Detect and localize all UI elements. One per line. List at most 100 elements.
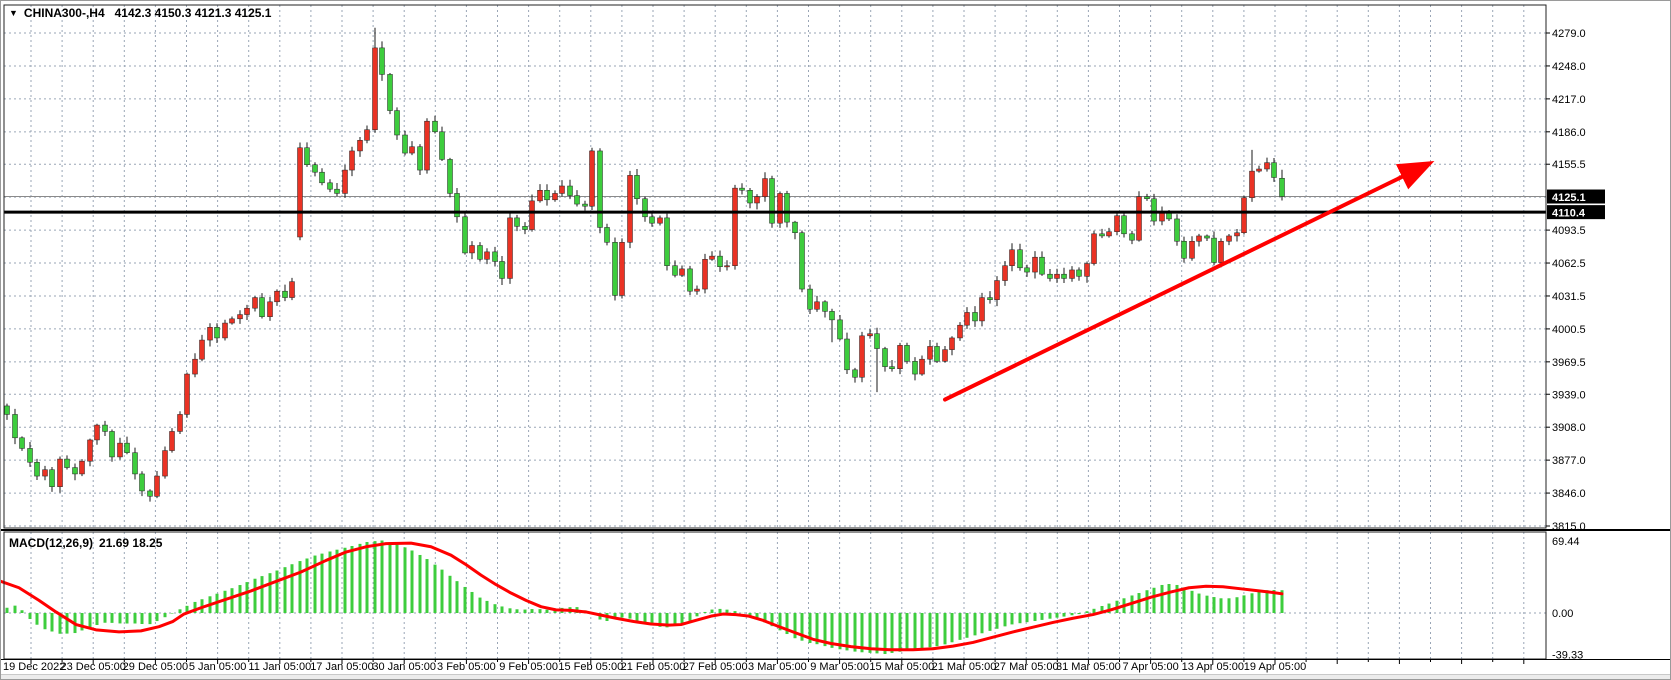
bull-candle (342, 169, 348, 194)
bear-candle (417, 146, 423, 171)
bear-candle (642, 198, 648, 218)
price-axis-label: 4248.0 (1552, 61, 1586, 73)
time-axis-label: 29 Dec 05:00 (123, 661, 188, 673)
bear-candle (544, 190, 550, 201)
bull-candle (964, 312, 970, 326)
bear-candle (1024, 267, 1030, 273)
bear-candle (882, 348, 888, 367)
bull-candle (469, 245, 475, 254)
bear-candle (124, 442, 130, 453)
bull-candle (1054, 273, 1060, 279)
time-axis-label: 30 Jan 05:00 (372, 661, 436, 673)
bull-candle (762, 178, 768, 197)
time-axis-label: 23 Dec 05:00 (60, 661, 125, 673)
bear-candle (109, 431, 115, 458)
bear-candle (12, 414, 18, 439)
time-axis-label: 27 Mar 05:00 (994, 661, 1059, 673)
bull-candle (679, 268, 685, 276)
bear-candle (282, 290, 288, 298)
bear-candle (987, 297, 993, 300)
price-axis-label: 3908.0 (1552, 422, 1586, 434)
macd-histogram (5, 540, 1284, 654)
bull-candle (1009, 249, 1015, 266)
bull-candle (357, 140, 363, 152)
bear-candle (972, 312, 978, 322)
price-axis: 4279.0 4248.0 4217.0 4186.0 4155.5 4093.5 4062… (1546, 28, 1605, 533)
price-badge-text: 4125.1 (1552, 192, 1586, 204)
bear-candle (402, 134, 408, 154)
price-badge-text: 4110.4 (1552, 208, 1586, 220)
bull-candle (409, 146, 415, 154)
time-axis-label: 19 Dec 2022 (3, 661, 65, 673)
bear-candle (312, 164, 318, 173)
price-badge (1547, 189, 1605, 204)
price-axis-label: 3877.0 (1552, 455, 1586, 467)
time-axis-label: 15 Feb 05:00 (558, 661, 623, 673)
bear-candle (574, 195, 580, 205)
bear-candle (304, 147, 310, 165)
bull-candle (694, 288, 700, 292)
bull-candle (919, 358, 925, 375)
bear-candle (784, 193, 790, 223)
bear-candle (844, 338, 850, 371)
bull-candle (859, 335, 865, 378)
price-axis-label: 4062.5 (1552, 258, 1586, 270)
macd-indicator-label: MACD(12,26,9) 21.69 18.25 (9, 536, 162, 550)
bear-candle (717, 255, 723, 267)
time-axis-label: 27 Feb 05:00 (683, 661, 748, 673)
bear-candle (1129, 233, 1135, 241)
bull-candle (1218, 241, 1224, 263)
bear-candle (139, 473, 145, 492)
bear-candle (1047, 273, 1053, 279)
bull-candle (942, 349, 948, 362)
price-axis-label: 3939.0 (1552, 389, 1586, 401)
bull-candle (79, 460, 85, 475)
symbol-timeframe-label: CHINA300-,H4 (23, 6, 105, 20)
bull-candle (529, 200, 535, 230)
bull-candle (867, 333, 873, 337)
price-axis-label: 3846.0 (1552, 488, 1586, 500)
bull-candle (274, 290, 280, 303)
bear-candle (327, 182, 333, 190)
macd-axis: 69.44 0.00 -39.33 (1552, 536, 1583, 661)
bull-candle (1002, 265, 1008, 281)
price-axis-label: 4279.0 (1552, 28, 1586, 40)
symbol-dropdown-icon[interactable]: ▼ (9, 8, 18, 18)
bull-candle (117, 442, 123, 458)
bear-candle (582, 203, 588, 207)
bear-candle (49, 469, 55, 487)
bear-candle (34, 462, 40, 477)
price-badge (1547, 205, 1605, 220)
bear-candle (1151, 198, 1157, 222)
time-axis-label: 21 Mar 05:00 (932, 661, 997, 673)
bull-candle (94, 424, 100, 441)
bear-candle (829, 311, 835, 321)
bear-candle (822, 301, 828, 312)
bull-candle (289, 281, 295, 298)
bear-candle (1181, 241, 1187, 259)
bull-candle (1234, 232, 1240, 237)
bull-candle (424, 120, 430, 171)
bull-candle (979, 297, 985, 322)
time-axis-label: 3 Feb 05:00 (437, 661, 496, 673)
bull-candle (207, 327, 213, 341)
bull-candle (222, 322, 228, 339)
bear-candle (1204, 235, 1210, 239)
trend-arrow-object[interactable] (943, 161, 1435, 402)
bull-candle (244, 307, 250, 315)
bear-candle (1279, 177, 1285, 197)
bear-candle (432, 120, 438, 133)
bull-candle (897, 345, 903, 369)
bull-candle (1106, 231, 1112, 237)
bear-candle (514, 217, 520, 227)
time-axis-label: 21 Feb 05:00 (621, 661, 686, 673)
macd-current-values: 21.69 18.25 (99, 536, 163, 550)
bull-candle (1264, 162, 1270, 170)
bear-candle (522, 226, 528, 230)
bull-candle (1189, 241, 1195, 259)
bull-candle (177, 414, 183, 432)
bull-candle (657, 217, 663, 224)
bear-candle (72, 467, 78, 475)
bear-candle (379, 47, 385, 75)
